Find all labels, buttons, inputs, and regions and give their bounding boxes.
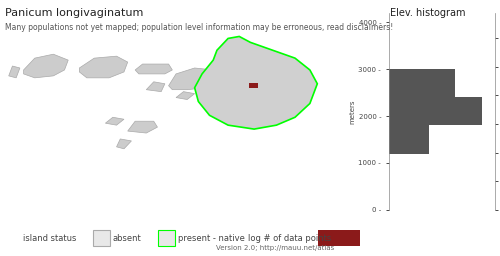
Text: absent: absent: [112, 233, 142, 243]
Polygon shape: [106, 117, 124, 125]
Bar: [248, 83, 258, 88]
Polygon shape: [194, 36, 318, 129]
Text: Many populations not yet mapped; population level information may be erroneous, : Many populations not yet mapped; populat…: [5, 23, 393, 32]
Text: present - native: present - native: [178, 233, 244, 243]
Polygon shape: [116, 139, 132, 149]
Polygon shape: [176, 92, 195, 100]
Bar: [389, 97, 482, 125]
Text: Version 2.0; http://mauu.net/atlas: Version 2.0; http://mauu.net/atlas: [216, 245, 334, 251]
Polygon shape: [80, 56, 128, 78]
Y-axis label: meters: meters: [350, 99, 356, 124]
Text: Elev. histogram: Elev. histogram: [390, 8, 465, 18]
Polygon shape: [8, 66, 20, 78]
Bar: [389, 125, 428, 154]
Text: Panicum longivaginatum: Panicum longivaginatum: [5, 8, 143, 18]
Polygon shape: [24, 54, 68, 78]
Polygon shape: [168, 68, 217, 90]
Bar: [389, 69, 455, 97]
Polygon shape: [146, 82, 165, 92]
Text: island status: island status: [24, 233, 76, 243]
Polygon shape: [135, 64, 172, 74]
Text: log # of data points: log # of data points: [248, 233, 331, 243]
Polygon shape: [128, 121, 158, 133]
